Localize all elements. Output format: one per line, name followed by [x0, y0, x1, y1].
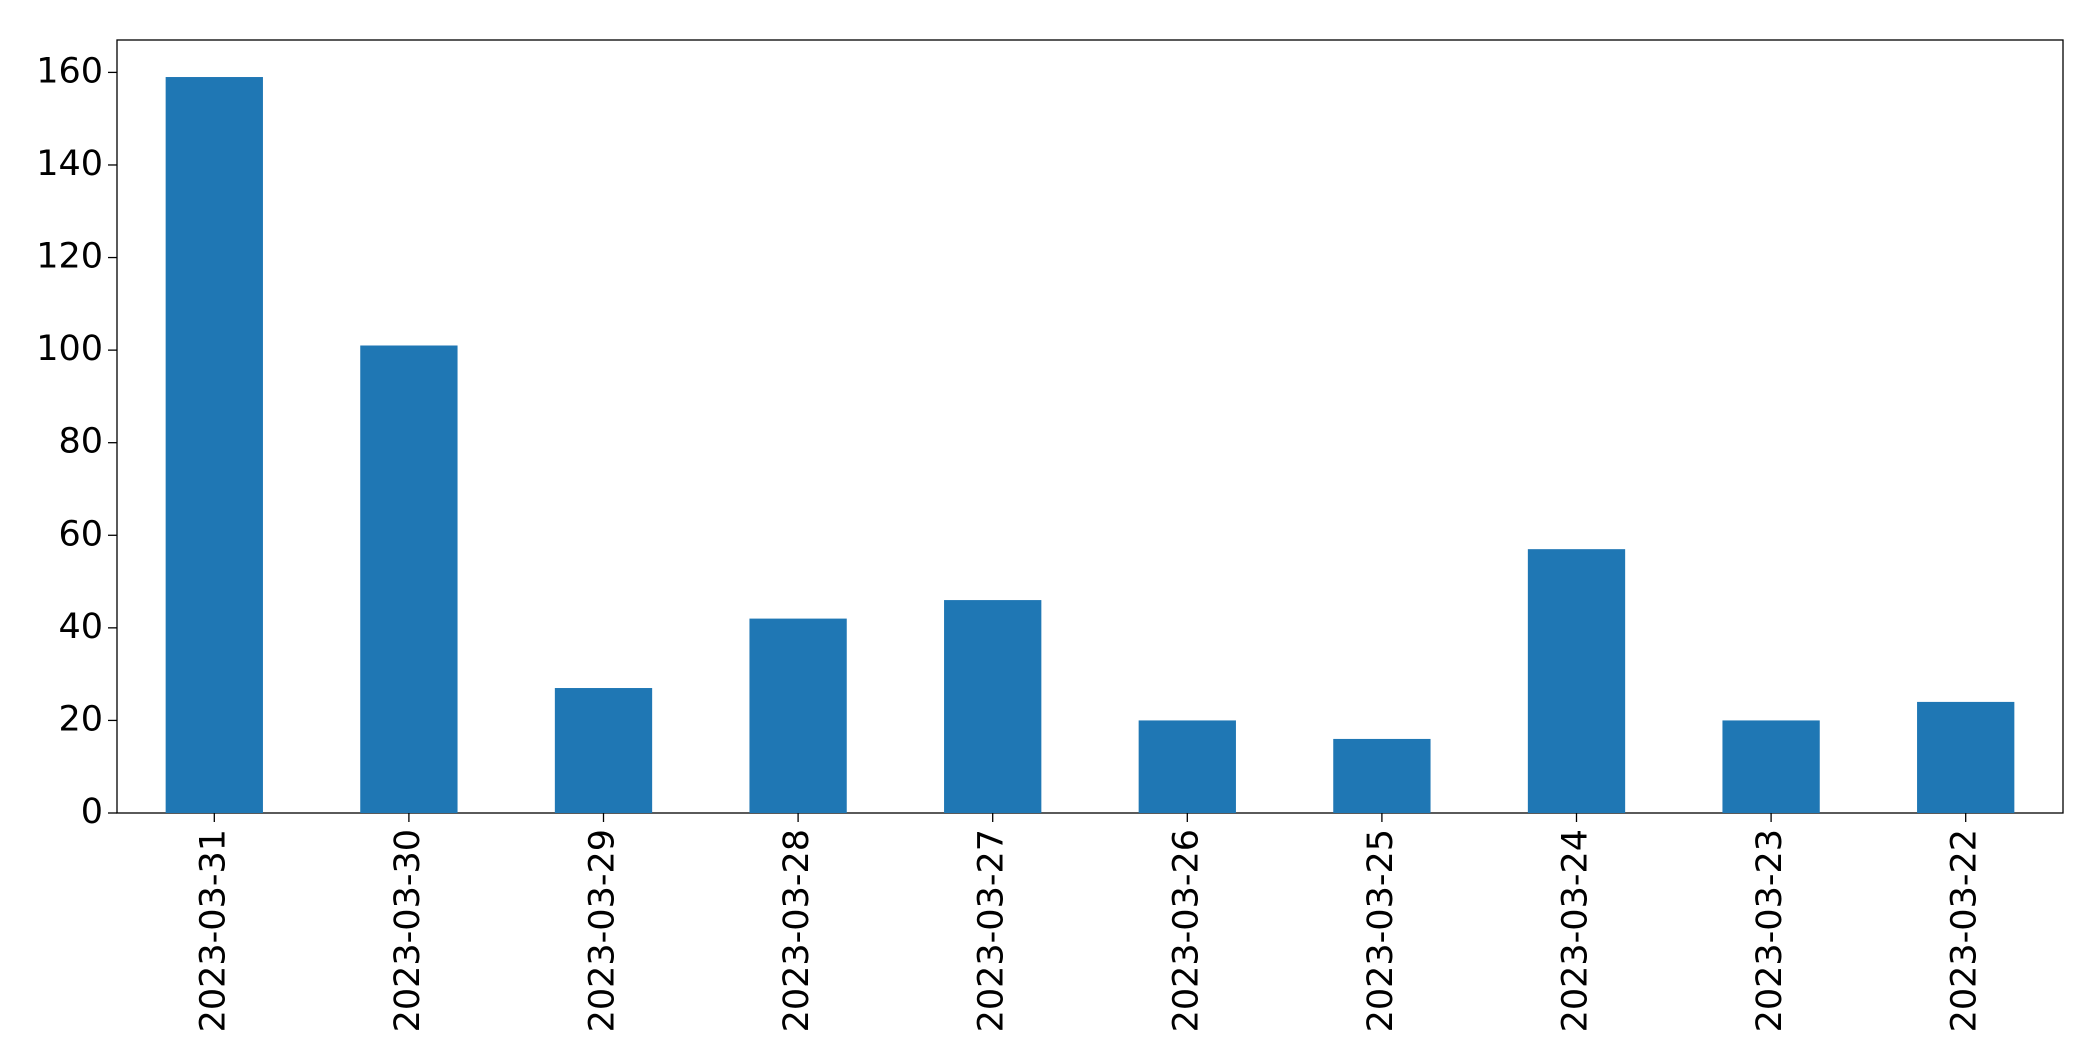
x-tick-label: 2023-03-31 [193, 829, 233, 1032]
bar [1333, 738, 1431, 813]
bar [944, 600, 1042, 813]
y-tick-label: 0 [81, 792, 103, 832]
y-tick-label: 100 [36, 329, 103, 369]
bar [1527, 549, 1626, 813]
y-tick-label: 80 [58, 422, 103, 462]
bar [165, 77, 263, 814]
x-tick-label: 2023-03-28 [777, 829, 817, 1032]
y-tick-label: 160 [36, 51, 103, 91]
y-tick-label: 120 [36, 237, 103, 277]
y-tick-label: 140 [36, 144, 103, 184]
plot-frame [116, 39, 2064, 814]
x-tick-label: 2023-03-24 [1556, 829, 1596, 1032]
bar [1917, 701, 2015, 813]
x-tick-label: 2023-03-22 [1945, 829, 1985, 1032]
bar [360, 345, 458, 813]
bar [1722, 720, 1820, 813]
bar [1138, 720, 1236, 813]
x-tick-label: 2023-03-29 [583, 829, 623, 1032]
x-tick-label: 2023-03-30 [388, 829, 428, 1032]
x-tick-label: 2023-03-23 [1750, 829, 1790, 1032]
y-tick-label: 60 [58, 514, 103, 554]
x-tick-label: 2023-03-26 [1166, 829, 1206, 1032]
bar [749, 618, 847, 813]
bar [554, 688, 653, 813]
y-tick-label: 40 [58, 607, 103, 647]
x-tick-label: 2023-03-25 [1361, 829, 1401, 1032]
x-tick-label: 2023-03-27 [972, 829, 1012, 1032]
y-tick-label: 20 [58, 699, 103, 739]
